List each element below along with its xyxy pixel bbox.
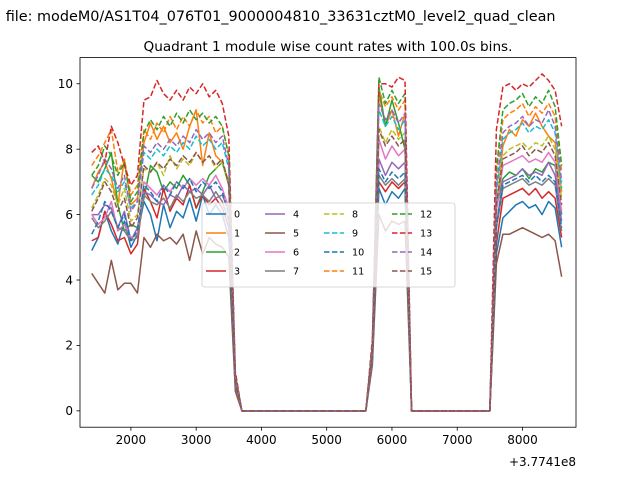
legend-label-8: 8 [352,210,358,221]
x-tick-label: 3000 [181,433,212,447]
legend-label-0: 0 [234,210,240,221]
legend-label-12: 12 [420,210,432,221]
series-line-15 [91,128,563,412]
x-tick-label: 2000 [116,433,147,447]
y-tick-label: 8 [65,142,73,156]
x-offset-text: +3.7741e8 [509,455,576,469]
legend-label-13: 13 [420,229,432,240]
legend-label-7: 7 [293,267,299,278]
legend-label-14: 14 [420,248,432,259]
legend-label-2: 2 [234,248,240,259]
legend-box [201,202,456,288]
y-tick-label: 2 [65,339,73,353]
y-tick-label: 6 [65,208,73,222]
legend-label-15: 15 [420,267,432,278]
y-tick-label: 4 [65,273,73,287]
x-tick-label: 5000 [311,433,342,447]
legend-label-9: 9 [352,229,358,240]
legend-label-1: 1 [234,229,240,240]
x-tick-label: 4000 [246,433,277,447]
chart-title: Quadrant 1 module wise count rates with … [144,39,513,55]
x-tick-label: 6000 [377,433,408,447]
series-layer [91,73,563,412]
legend-label-4: 4 [293,210,299,221]
legend-label-5: 5 [293,229,299,240]
y-axis: 0 2 4 6 8 10 [58,77,80,418]
y-tick-label: 0 [65,404,73,418]
legend-label-11: 11 [352,267,364,278]
y-tick-label: 10 [58,77,73,91]
legend-label-3: 3 [234,267,240,278]
chart-suptitle: n file: modeM0/AS1T04_076T01_9000004810_… [0,9,556,25]
x-axis: 2000 3000 4000 5000 6000 7000 8000 [116,427,538,447]
x-tick-label: 7000 [442,433,473,447]
legend-label-6: 6 [293,248,299,259]
series-line-11 [91,89,563,412]
legend-label-10: 10 [352,248,364,259]
plot-frame [79,57,577,428]
x-tick-label: 8000 [507,433,538,447]
